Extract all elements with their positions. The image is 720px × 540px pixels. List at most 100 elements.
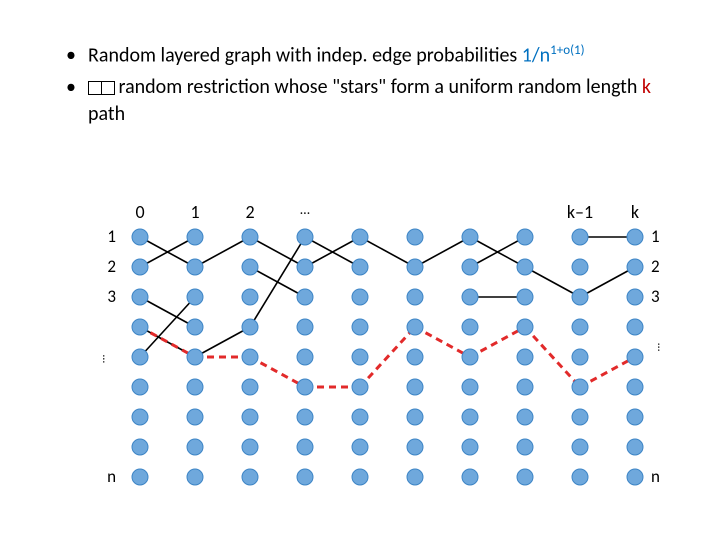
graph-node [132, 469, 148, 485]
row-label-left: 2 [96, 256, 116, 277]
graph-node [462, 319, 478, 335]
col-label: k [615, 201, 655, 223]
graph-node [407, 229, 423, 245]
graph-node [627, 379, 643, 395]
b2-text: random restriction whose "stars" form a … [114, 75, 642, 99]
graph-node [187, 349, 203, 365]
graph-node [242, 439, 258, 455]
graph-node [627, 289, 643, 305]
graph-node [187, 409, 203, 425]
graph-node [517, 379, 533, 395]
edge-black [360, 237, 415, 267]
graph-node [572, 439, 588, 455]
graph-node [242, 409, 258, 425]
graph-node [132, 319, 148, 335]
graph-node [242, 289, 258, 305]
graph-node [352, 469, 368, 485]
graph-node [132, 409, 148, 425]
graph-node [132, 439, 148, 455]
graph-node [187, 289, 203, 305]
graph-node [572, 469, 588, 485]
graph-node [517, 289, 533, 305]
graph-node [242, 229, 258, 245]
graph-node [132, 259, 148, 275]
edge-red-path [415, 327, 470, 357]
graph-node [627, 259, 643, 275]
graph-node [572, 289, 588, 305]
graph-node [242, 259, 258, 275]
graph-node [627, 319, 643, 335]
graph-node [572, 229, 588, 245]
graph-node [462, 379, 478, 395]
graph-node [132, 289, 148, 305]
row-label-right: … [654, 343, 668, 363]
graph-node [352, 259, 368, 275]
graph-node [407, 349, 423, 365]
row-label-left: 3 [96, 286, 116, 307]
graph-node [352, 439, 368, 455]
graph-node [517, 319, 533, 335]
row-label-left: n [96, 466, 116, 487]
graph-node [352, 379, 368, 395]
graph-node [517, 409, 533, 425]
edge-red-path [580, 357, 635, 387]
graph-node [407, 469, 423, 485]
graph-node [242, 469, 258, 485]
graph-node [407, 319, 423, 335]
col-label: 1 [175, 201, 215, 223]
col-label: k–1 [560, 201, 600, 223]
graph-node [187, 229, 203, 245]
graph-node [627, 439, 643, 455]
graph-node [187, 439, 203, 455]
edge-red-path [250, 357, 305, 387]
graph-node [187, 379, 203, 395]
graph-node [297, 289, 313, 305]
b1-text: Random layered graph with indep. edge pr… [88, 44, 522, 68]
graph-node [132, 379, 148, 395]
graph-node [297, 259, 313, 275]
graph-node [462, 229, 478, 245]
graph-node [517, 259, 533, 275]
graph-node [462, 469, 478, 485]
row-label-right: 3 [651, 286, 671, 307]
graph-node [627, 229, 643, 245]
bullet-2: random restriction whose "stars" form a … [88, 74, 690, 128]
graph-node [352, 289, 368, 305]
graph-node [187, 259, 203, 275]
edge-red-path [470, 327, 525, 357]
edge-black [525, 267, 580, 297]
graph-node [407, 409, 423, 425]
graph-node [407, 289, 423, 305]
unknown-glyph-1 [88, 81, 102, 95]
graph-node [462, 289, 478, 305]
edge-black [415, 237, 470, 267]
graph-node [297, 409, 313, 425]
graph-node [242, 319, 258, 335]
bullet-list: Random layered graph with indep. edge pr… [48, 42, 690, 132]
graph-node [297, 379, 313, 395]
edge-black [580, 267, 635, 297]
col-label: 0 [120, 201, 160, 223]
bullet-1: Random layered graph with indep. edge pr… [88, 42, 690, 70]
graph-node [297, 349, 313, 365]
graph-node [517, 229, 533, 245]
graph-node [407, 379, 423, 395]
edge-black [140, 297, 195, 327]
graph-node [572, 409, 588, 425]
graph-node [627, 349, 643, 365]
graph-node [407, 439, 423, 455]
unknown-glyph-2 [101, 81, 115, 95]
edge-black [195, 237, 250, 267]
row-label-left: 1 [96, 226, 116, 247]
graph-node [187, 469, 203, 485]
graph-node [132, 229, 148, 245]
graph-node [462, 439, 478, 455]
graph-node [572, 349, 588, 365]
graph-node [462, 259, 478, 275]
graph-node [517, 469, 533, 485]
layered-graph: 012…k–1k123…n123…n [100, 195, 660, 520]
row-label-right: 1 [651, 226, 671, 247]
row-label-left: … [99, 343, 113, 363]
graph-node [242, 349, 258, 365]
graph-node [352, 319, 368, 335]
